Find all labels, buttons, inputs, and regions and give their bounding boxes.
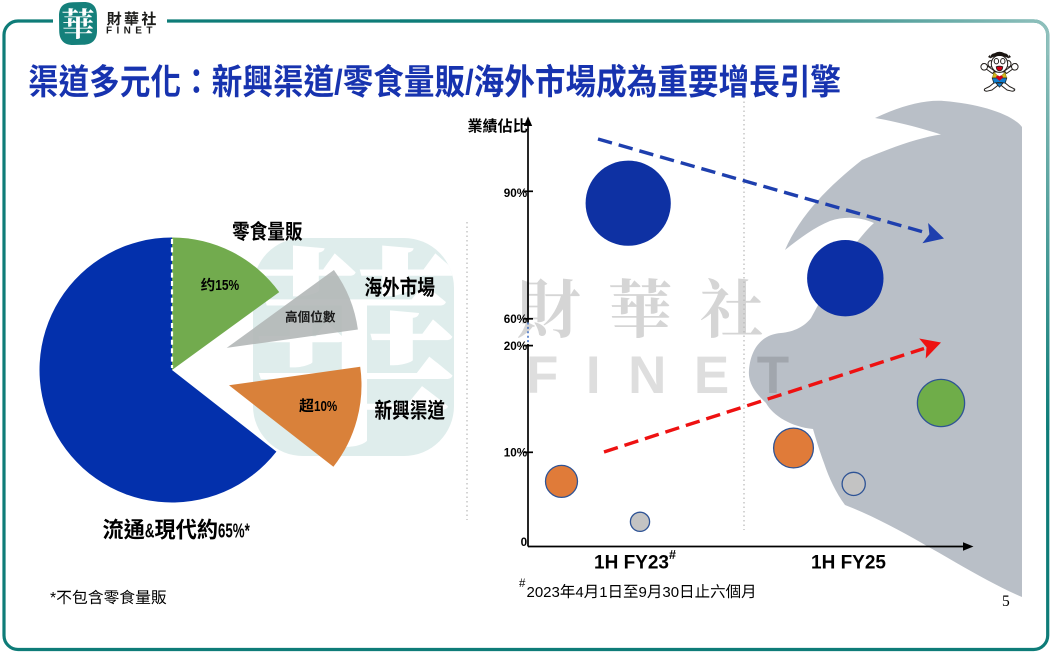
svg-text:#: # xyxy=(519,578,526,590)
svg-text:15%: 15% xyxy=(215,277,239,294)
svg-text:2023: 2023 xyxy=(527,584,560,601)
svg-text:1: 1 xyxy=(599,584,607,601)
svg-text:&: & xyxy=(145,520,155,542)
svg-text:65%*: 65%* xyxy=(218,520,250,542)
svg-text:10%: 10% xyxy=(314,398,337,415)
svg-text:FINET: FINET xyxy=(526,346,817,405)
svg-text:9: 9 xyxy=(639,584,647,601)
svg-text:FINET: FINET xyxy=(106,26,157,37)
svg-text:1H FY23: 1H FY23 xyxy=(594,553,669,574)
svg-text:90%: 90% xyxy=(504,187,528,200)
svg-text:1H FY25: 1H FY25 xyxy=(811,553,886,574)
svg-text:5: 5 xyxy=(1002,593,1010,610)
svg-text:20%: 20% xyxy=(504,340,528,353)
svg-text:10%: 10% xyxy=(504,447,528,460)
svg-text:*: * xyxy=(50,590,56,607)
svg-text:4: 4 xyxy=(575,584,583,601)
svg-text:60%: 60% xyxy=(504,313,528,326)
svg-text:0: 0 xyxy=(521,536,528,549)
svg-text:#: # xyxy=(669,548,676,562)
svg-text:30: 30 xyxy=(662,584,679,601)
